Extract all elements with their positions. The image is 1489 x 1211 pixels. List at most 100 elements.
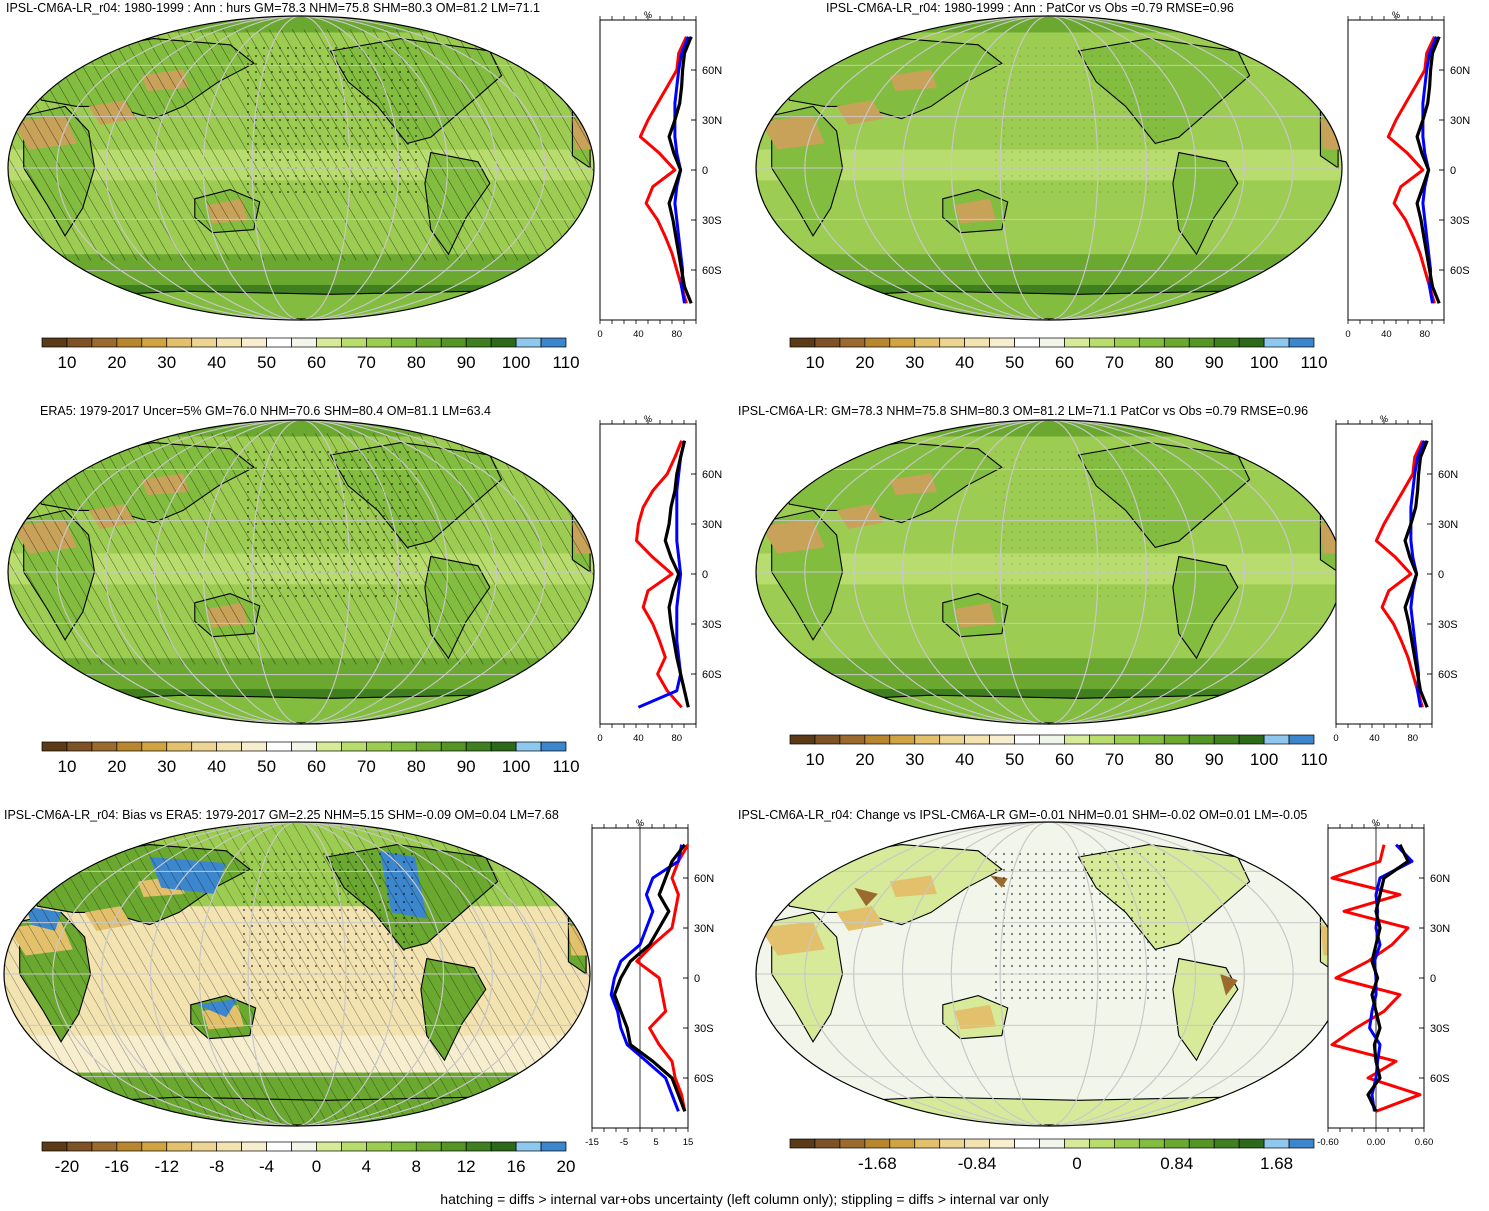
colorbar-swatch — [1288, 1138, 1315, 1149]
profile-xtick-label: -5 — [620, 1137, 628, 1148]
profile-series-line — [609, 844, 684, 1112]
colorbar-swatch — [316, 337, 342, 348]
colorbar-label: -8 — [209, 1157, 224, 1176]
colorbar-swatch — [1039, 337, 1065, 348]
colorbar-swatch — [889, 1138, 916, 1149]
profile-series-line — [1403, 440, 1429, 708]
profile-lat-label: 30S — [1438, 619, 1458, 631]
zonal-profile-change: % -0.60 0.00 0.60 60N 30N 0 30S 60S — [1317, 818, 1450, 1148]
panel-title-model-abs: IPSL-CM6A-LR_r04: 1980-1999 : Ann : hurs… — [6, 1, 540, 15]
colorbar-label: 110 — [1300, 353, 1327, 372]
colorbar-swatch — [91, 1141, 118, 1152]
zonal-profile-obs-abs: % 0 40 80 60N 30N 0 30S 60S — [597, 414, 722, 744]
profile-xtick-label: 15 — [683, 1137, 694, 1148]
profile-lat-label: 30S — [1450, 215, 1470, 227]
profile-lat-label: 60N — [1430, 873, 1450, 885]
profile-unit-label: % — [644, 414, 652, 424]
colorbar-label: 8 — [412, 1157, 421, 1176]
colorbar-swatch — [1288, 734, 1315, 745]
colorbar-swatch — [1163, 734, 1190, 745]
colorbar-label: -12 — [154, 1157, 179, 1176]
colorbar-swatch — [1064, 734, 1090, 745]
colorbar-swatch — [366, 337, 392, 348]
profile-unit-label: % — [636, 818, 644, 828]
profile-unit-label: % — [1392, 10, 1400, 20]
colorbar-label: 80 — [407, 353, 426, 372]
profile-lat-label: 30N — [1430, 923, 1450, 935]
profile-unit-label: % — [644, 10, 652, 20]
colorbar-swatch — [141, 337, 168, 348]
colorbar-label: -1.68 — [858, 1154, 897, 1173]
colorbar-swatch — [1089, 734, 1115, 745]
colorbar-swatch — [490, 337, 517, 348]
profile-xtick-label: 40 — [1381, 329, 1392, 340]
colorbar-obs-abs: 10 20 30 40 50 60 70 80 90 100 110 — [41, 741, 580, 776]
profile-xtick-label: 40 — [1369, 733, 1380, 744]
colorbar-swatch — [291, 337, 317, 348]
panel-title-bias: IPSL-CM6A-LR_r04: Bias vs ERA5: 1979-201… — [4, 808, 559, 822]
colorbar-label: 100 — [502, 757, 530, 776]
colorbar-swatch — [41, 741, 68, 752]
colorbar-swatch — [465, 1141, 492, 1152]
panel-title-obs-abs: ERA5: 1979-2017 Uncer=5% GM=76.0 NHM=70.… — [40, 404, 491, 418]
colorbar-swatch — [989, 1138, 1015, 1149]
profile-lat-label: 30S — [1430, 1023, 1450, 1035]
colorbar-swatch — [490, 1141, 517, 1152]
colorbar-label: 20 — [855, 353, 874, 372]
colorbar-label: 30 — [905, 750, 924, 769]
colorbar-label: 110 — [552, 353, 579, 372]
colorbar-label: 50 — [257, 353, 276, 372]
colorbar-swatch — [166, 337, 193, 348]
profile-xtick-label: -0.60 — [1317, 1137, 1339, 1148]
profile-lat-label: 60S — [694, 1073, 714, 1085]
colorbar-swatch — [1114, 1138, 1140, 1149]
profile-xtick-label: 40 — [633, 329, 644, 340]
colorbar-swatch — [864, 337, 891, 348]
colorbar-swatch — [66, 337, 93, 348]
colorbar-swatch — [141, 1141, 168, 1152]
colorbar-swatch — [839, 337, 866, 348]
profile-lat-label: 60N — [702, 65, 722, 77]
colorbar-label: 100 — [1250, 750, 1278, 769]
colorbar-swatch — [266, 741, 292, 752]
profile-lat-label: 30S — [702, 215, 722, 227]
profile-series-line — [663, 440, 690, 708]
colorbar-label: 10 — [57, 353, 76, 372]
colorbar-swatch — [341, 337, 367, 348]
colorbar-label: 90 — [1205, 353, 1224, 372]
colorbar-label: 40 — [955, 750, 974, 769]
colorbar-swatch — [1213, 337, 1240, 348]
profile-series-line — [1366, 844, 1410, 1112]
colorbar-swatch — [814, 1138, 841, 1149]
colorbar-label: 20 — [557, 1157, 576, 1176]
map-change — [755, 821, 1343, 1127]
profile-xtick-label: 80 — [1408, 733, 1419, 744]
zonal-profile-model-patcor: % 0 40 80 60N 30N 0 30S 60S — [1345, 10, 1470, 340]
colorbar-swatch — [266, 1141, 292, 1152]
colorbar-label: 0.84 — [1160, 1154, 1193, 1173]
profile-xtick-label: 80 — [672, 733, 683, 744]
colorbar-label: 10 — [57, 757, 76, 776]
colorbar-swatch — [241, 337, 267, 348]
colorbar-label: -20 — [55, 1157, 80, 1176]
profile-lat-label: 60S — [702, 669, 722, 681]
profile-lat-label: 0 — [1450, 165, 1456, 177]
colorbar-swatch — [939, 337, 966, 348]
colorbar-swatch — [41, 337, 68, 348]
colorbar-ens-abs: 10 20 30 40 50 60 70 80 90 100 110 — [789, 734, 1328, 769]
profile-xtick-label: 80 — [672, 329, 683, 340]
colorbar-swatch — [341, 741, 367, 752]
colorbar-swatch — [1213, 734, 1240, 745]
profile-xtick-label: 0 — [1333, 733, 1338, 744]
colorbar-swatch — [465, 741, 492, 752]
colorbar-label: 30 — [157, 353, 176, 372]
colorbar-swatch — [66, 741, 93, 752]
colorbar-model-abs: 10 20 30 40 50 60 70 80 90 100 110 — [41, 337, 580, 372]
colorbar-swatch — [1238, 734, 1265, 745]
colorbar-label: 110 — [1300, 750, 1327, 769]
colorbar-swatch — [1064, 1138, 1090, 1149]
colorbar-label: 12 — [457, 1157, 476, 1176]
colorbar-swatch — [1089, 1138, 1115, 1149]
colorbar-change: -1.68 -0.84 0 0.84 1.68 — [789, 1138, 1315, 1173]
colorbar-label: 1.68 — [1260, 1154, 1293, 1173]
